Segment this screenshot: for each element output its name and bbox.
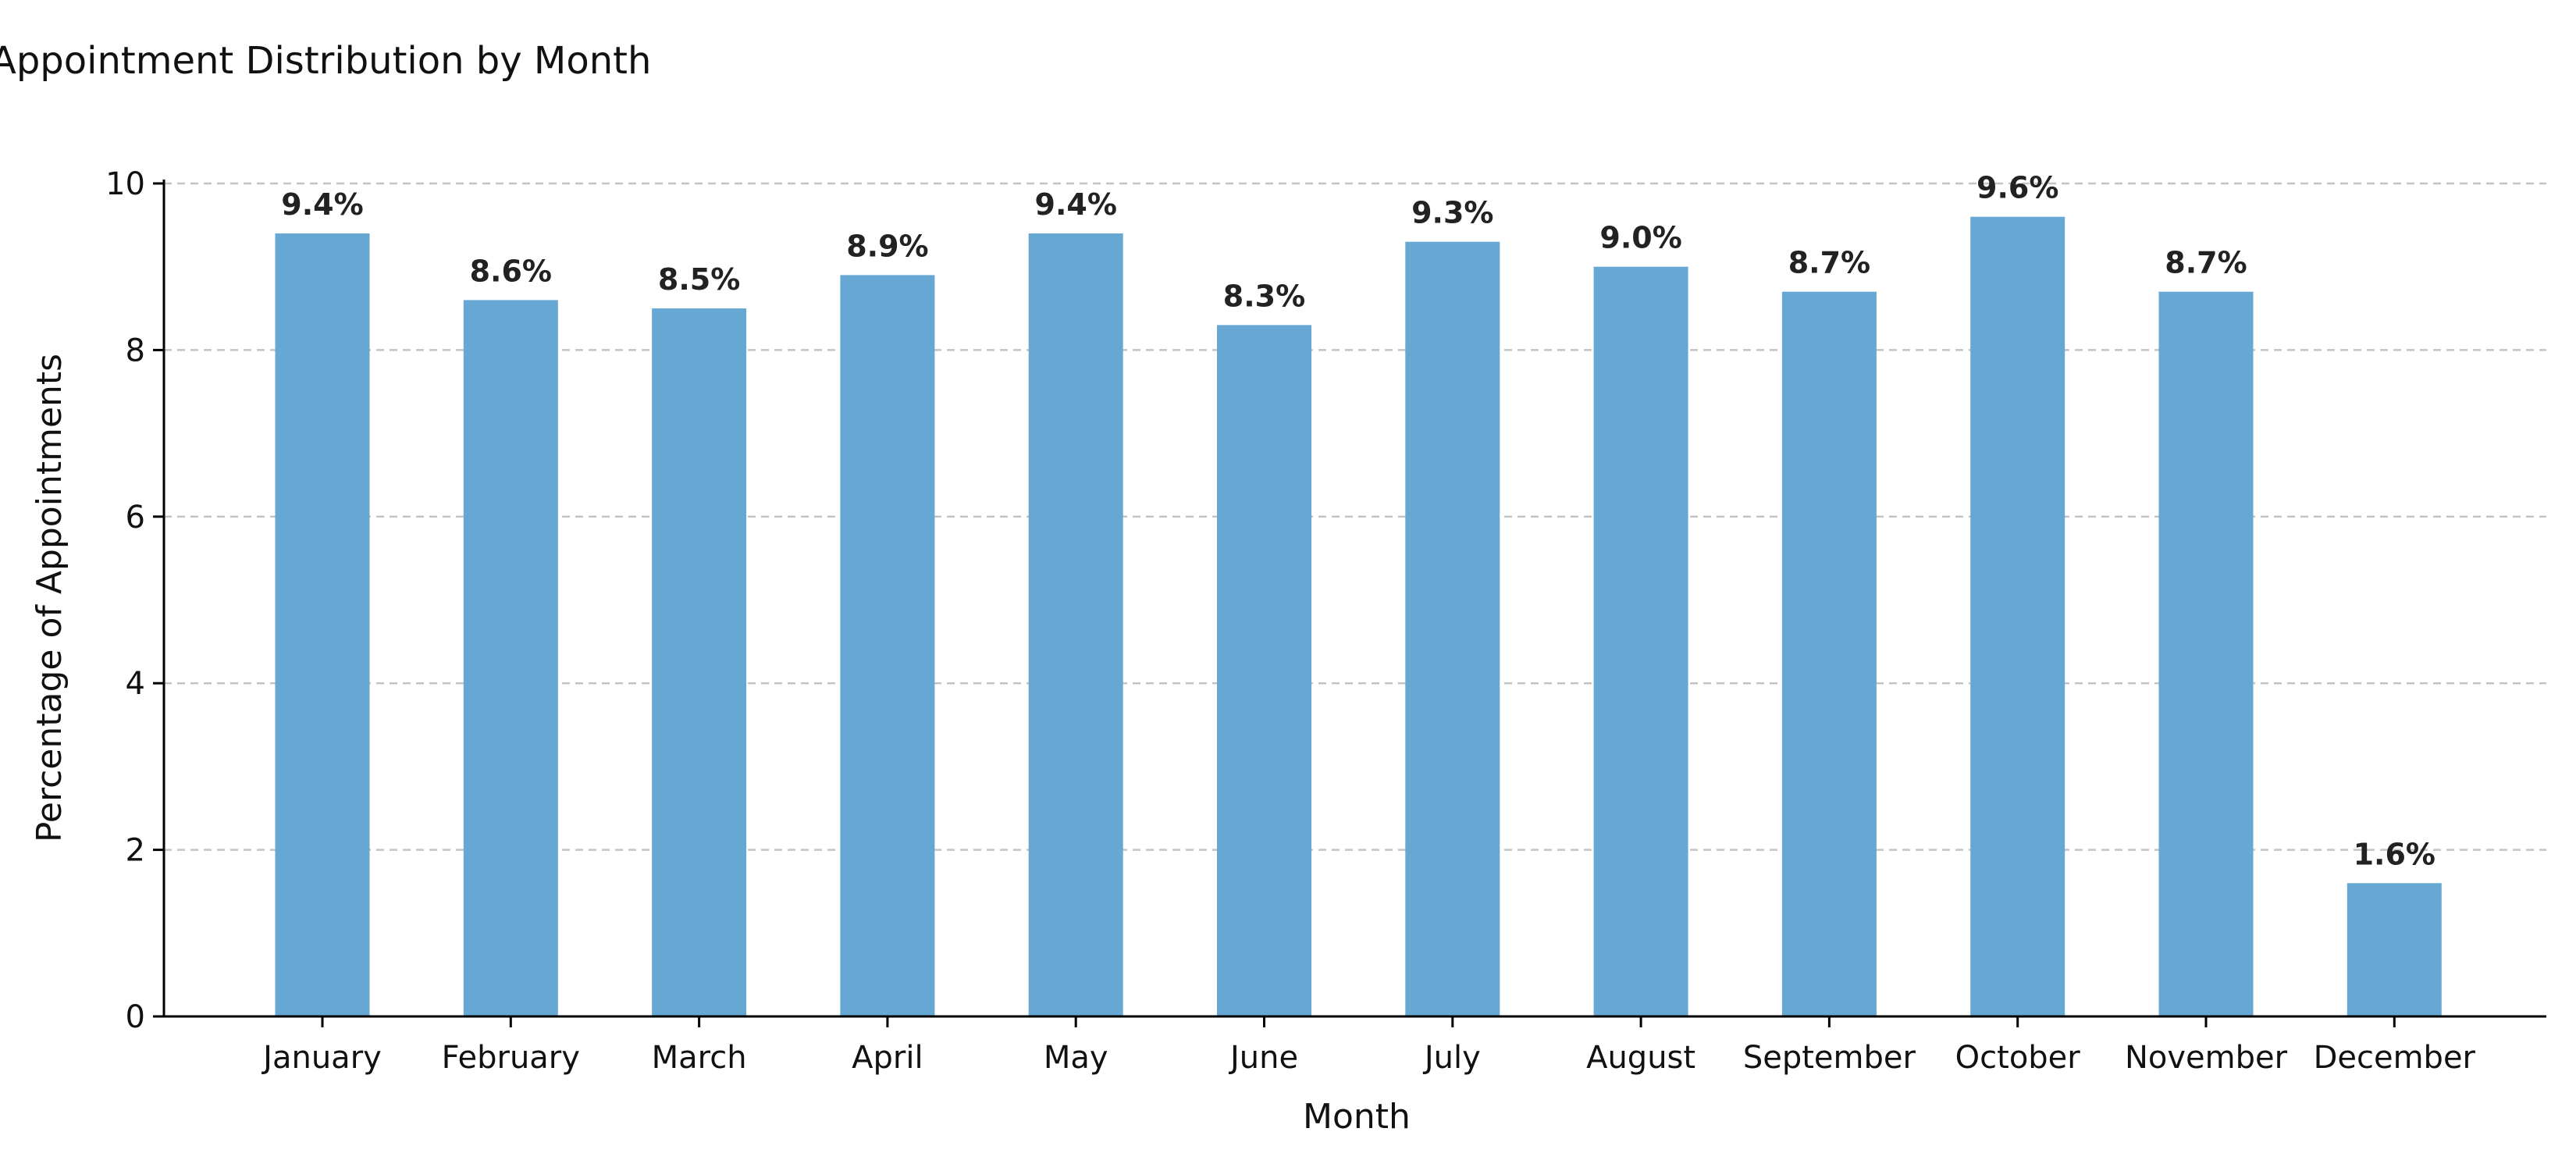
x-axis-label: Month <box>1303 1097 1411 1137</box>
x-tick-label-may: May <box>1044 1040 1108 1076</box>
bar-december <box>2347 883 2442 1016</box>
x-tick-label-september: September <box>1743 1040 1916 1076</box>
bar-may <box>1028 233 1123 1016</box>
x-ticks: January February March April May June July Augu… <box>261 1016 2476 1076</box>
bar-october <box>1970 216 2065 1017</box>
x-tick-label-march: March <box>652 1040 747 1076</box>
data-label-october: 9.6% <box>1976 171 2058 205</box>
bar-june <box>1217 325 1311 1016</box>
y-tick-label-1: 2 <box>126 833 145 869</box>
x-tick-label-october: October <box>1955 1040 2081 1076</box>
x-tick-label-december: December <box>2314 1040 2476 1076</box>
data-label-august: 9.0% <box>1599 221 1681 255</box>
y-tick-label-2: 4 <box>126 666 145 702</box>
y-tick-label-0: 0 <box>126 999 145 1035</box>
data-label-january: 9.4% <box>281 187 363 222</box>
data-label-september: 8.7% <box>1788 246 1870 280</box>
y-axis-label: Percentage of Appointments <box>30 354 69 842</box>
bar-september <box>1781 291 1877 1017</box>
y-ticks: 0 2 4 6 8 10 <box>105 166 164 1035</box>
y-tick-label-5: 10 <box>105 166 145 202</box>
x-tick-label-january: January <box>261 1040 382 1076</box>
bar-february <box>463 300 558 1016</box>
bar-august <box>1593 266 1688 1016</box>
x-tick-label-february: February <box>442 1040 580 1076</box>
axes <box>162 180 2546 1018</box>
x-tick-label-august: August <box>1586 1040 1695 1076</box>
data-label-may: 9.4% <box>1035 187 1117 222</box>
data-label-february: 8.6% <box>470 254 552 288</box>
y-tick-label-4: 8 <box>126 333 145 368</box>
data-label-april: 8.9% <box>846 229 928 263</box>
bars <box>275 216 2442 1017</box>
x-tick-label-november: November <box>2125 1040 2288 1076</box>
x-tick-label-april: April <box>852 1040 923 1076</box>
x-tick-label-july: July <box>1422 1040 1481 1076</box>
bar-november <box>2158 291 2254 1017</box>
data-label-june: 8.3% <box>1223 279 1305 313</box>
bar-january <box>275 233 370 1016</box>
y-tick-label-3: 6 <box>126 500 145 536</box>
data-label-march: 8.5% <box>658 262 740 297</box>
x-tick-label-june: June <box>1228 1040 1298 1076</box>
data-label-july: 9.3% <box>1411 196 1493 230</box>
bar-march <box>652 308 747 1016</box>
data-labels: 9.4% 8.6% 8.5% 8.9% 9.4% 8.3% 9.3% 9.0% 8.7% 9.6%… <box>281 171 2435 872</box>
chart-title: Appointment Distribution by Month <box>0 39 651 83</box>
bar-july <box>1405 241 1500 1016</box>
data-label-december: 1.6% <box>2354 837 2435 871</box>
bar-april <box>840 275 935 1016</box>
data-label-november: 8.7% <box>2165 246 2247 280</box>
